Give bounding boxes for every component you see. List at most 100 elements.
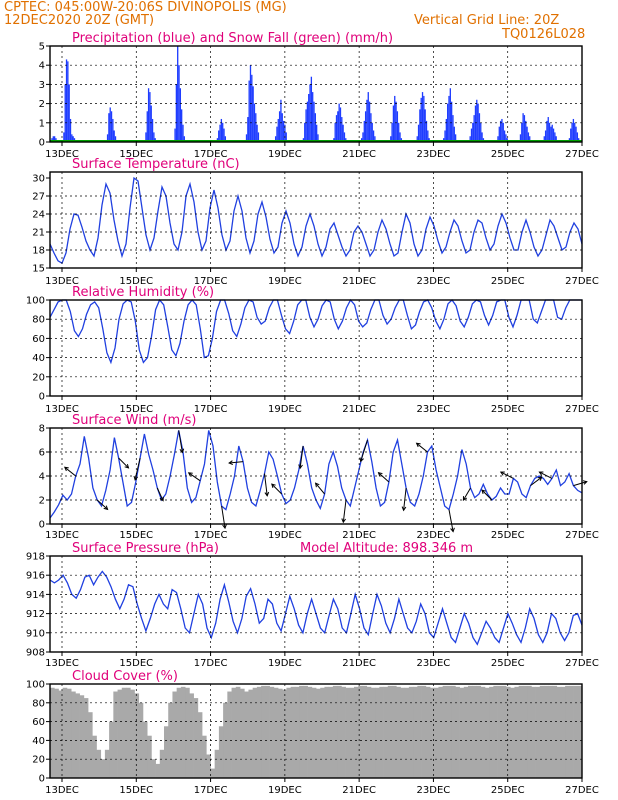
wind-arrow-head xyxy=(499,471,505,476)
precip-bar xyxy=(362,132,364,142)
cloud-bar xyxy=(235,686,241,778)
precip-bar xyxy=(305,109,307,142)
precip-bar xyxy=(67,61,69,142)
cloud-bar xyxy=(459,687,465,778)
wind-arrow-head xyxy=(462,496,468,502)
cloud-bar xyxy=(58,690,64,778)
precip-bar xyxy=(149,92,151,142)
y-tick-label: 24 xyxy=(32,210,45,221)
precip-bar xyxy=(364,111,367,142)
cloud-bar xyxy=(206,754,211,778)
wind-arrow-head xyxy=(481,489,486,495)
precip-bar xyxy=(304,122,306,142)
x-tick-label: 21DEC xyxy=(342,530,376,541)
precip-bar xyxy=(554,132,556,142)
precip-bar xyxy=(255,113,257,142)
precip-bar xyxy=(219,124,221,142)
y-tick-label: 8 xyxy=(39,424,45,435)
wind-arrow-head xyxy=(103,505,109,511)
precip-bar xyxy=(251,74,253,142)
grid-note: Vertical Grid Line: 20Z xyxy=(414,13,559,28)
wind-arrow xyxy=(360,439,368,462)
precip-bar xyxy=(550,126,552,142)
cloud-bar xyxy=(189,693,194,778)
cloud-bar xyxy=(286,687,292,778)
precip-bar xyxy=(367,92,369,142)
cloud-bar xyxy=(320,687,325,778)
y-tick-label: 6 xyxy=(39,448,45,459)
precip-bar xyxy=(280,99,282,142)
precip-bar xyxy=(177,46,179,142)
cloud-bar xyxy=(442,685,448,778)
cloud-bar xyxy=(130,689,135,778)
cloud-bar xyxy=(54,688,59,778)
precip-bar xyxy=(335,115,338,142)
cloud-bar xyxy=(345,687,351,778)
y-tick-label: 916 xyxy=(26,571,45,582)
y-tick-label: 914 xyxy=(26,590,45,601)
precip-bar xyxy=(175,84,178,142)
cloud-bar xyxy=(463,686,469,778)
precip-bar xyxy=(371,122,373,142)
x-tick-label: 21DEC xyxy=(342,785,376,796)
cloud-bar xyxy=(50,687,55,778)
precip-bar xyxy=(368,101,371,142)
cloud-bar xyxy=(227,691,232,778)
precip-bar xyxy=(450,101,453,142)
x-tick-label: 17DEC xyxy=(194,785,228,796)
y-tick-label: 908 xyxy=(26,648,45,659)
wind-arrow-head xyxy=(298,464,303,470)
precip-bar xyxy=(572,118,575,142)
plot-frame xyxy=(49,683,583,779)
wind-arrow xyxy=(178,430,183,453)
precip-bar xyxy=(416,136,418,142)
precip-bar xyxy=(284,124,286,142)
precip-bar xyxy=(576,132,579,142)
x-tick-label: 13DEC xyxy=(45,404,79,415)
cloud-bar xyxy=(134,693,140,778)
x-tick-label: 21DEC xyxy=(342,404,376,415)
precip-bar xyxy=(473,115,475,142)
chart-panels: 0 1 2 3 4 5 13DEC 15DEC 17DEC 19DEC 21DEC 23DEC 25DE… xyxy=(26,31,599,796)
x-tick-label: 13DEC xyxy=(45,149,79,160)
panel-2: 0 20 40 60 80 100 13DEC 15DEC 17DEC 19DEC 21DEC 23D… xyxy=(26,285,599,415)
cloud-bar xyxy=(375,687,380,778)
precip-bar xyxy=(499,120,502,142)
cloud-bar xyxy=(290,686,296,778)
precip-bar xyxy=(314,113,316,142)
precip-bar xyxy=(277,118,279,142)
wind-arrow-head xyxy=(271,483,276,489)
cloud-bar xyxy=(214,749,220,778)
cloud-bar xyxy=(316,688,321,778)
cloud-bar xyxy=(248,689,254,778)
cloud-bar xyxy=(117,689,123,778)
wind-arrow-head xyxy=(377,472,383,477)
cloud-bar xyxy=(100,759,106,778)
cloud-bar xyxy=(506,686,511,778)
cloud-bar xyxy=(92,735,97,778)
cloud-bar xyxy=(493,685,498,778)
cloud-bar xyxy=(417,685,422,778)
panel-4: 908 910 912 914 916 918 13DEC 15DEC 17DEC 19DEC 21… xyxy=(26,541,599,669)
wind-arrow xyxy=(481,489,493,501)
series-line xyxy=(49,298,582,365)
precip-bar xyxy=(112,118,114,142)
precip-bar xyxy=(449,88,451,142)
wind-arrow xyxy=(500,471,514,479)
precip-bar xyxy=(570,128,572,142)
wind-arrow-head xyxy=(63,466,69,472)
x-tick-label: 19DEC xyxy=(268,530,302,541)
cloud-bar xyxy=(383,686,389,778)
x-tick-label: 19DEC xyxy=(268,149,302,160)
precip-bar xyxy=(497,136,499,142)
x-tick-label: 21DEC xyxy=(342,149,376,160)
cloud-bar xyxy=(362,685,368,778)
precip-bar xyxy=(253,103,256,142)
precip-bar xyxy=(425,120,428,142)
precip-bar xyxy=(498,126,500,142)
wind-arrow xyxy=(156,487,164,501)
cloud-bar xyxy=(531,686,536,778)
y-tick-label: 0 xyxy=(39,392,45,403)
cloud-bar xyxy=(480,686,486,778)
precip-bar xyxy=(220,118,223,142)
